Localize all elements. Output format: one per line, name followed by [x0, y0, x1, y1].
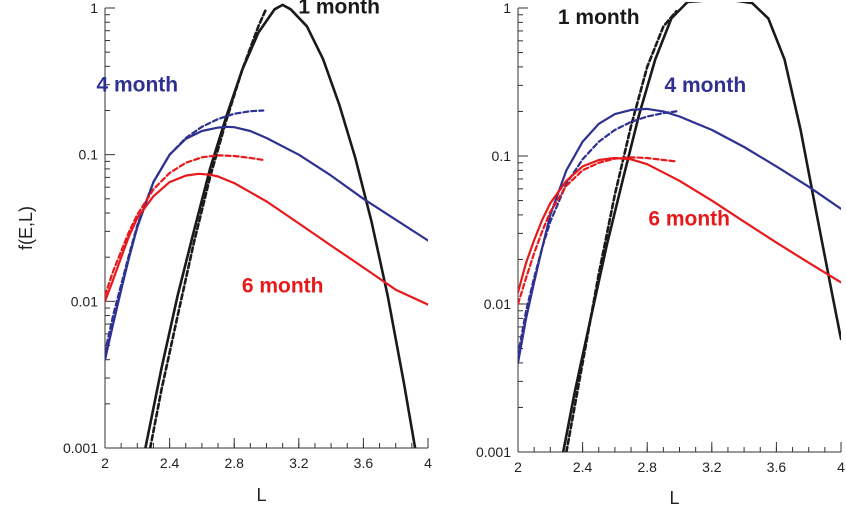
- left-series-6-month-dashed: [105, 154, 265, 297]
- right-series-1-month-solid: [561, 2, 841, 452]
- left-y-tick-label: 0.001: [63, 440, 98, 456]
- right-series-4-month-solid: [518, 107, 841, 364]
- right-y-tick-label: 0.1: [492, 148, 512, 164]
- right-y-tick-label: 0.01: [484, 296, 511, 312]
- left-y-tick-label: 0.1: [79, 147, 99, 163]
- right-x-tick-label: 2.8: [637, 459, 657, 475]
- left-x-tick-label: 3.2: [289, 455, 309, 471]
- left-series-4-month-dashed: [105, 109, 265, 354]
- left-y-tick-label: 0.01: [71, 293, 98, 309]
- left-series-1-month-dashed: [148, 6, 268, 448]
- right-label-6-month: 6 month: [648, 207, 730, 230]
- right-x-tick-label: 3.2: [702, 459, 722, 475]
- right-y-tick-label: 0.001: [476, 444, 511, 460]
- right-y-tick-label: 1: [503, 0, 511, 16]
- left-x-tick-label: 2.4: [160, 455, 180, 471]
- right-x-tick-label: 2.4: [573, 459, 593, 475]
- right-x-tick-label: 2: [514, 459, 522, 475]
- left-y-tick-label: 1: [90, 0, 98, 16]
- left-label-6-month: 6 month: [242, 274, 324, 297]
- left-label-4-month: 4 month: [96, 73, 178, 96]
- left-y-axis-title: f(E,L): [16, 206, 36, 250]
- right-series-1-month-dashed: [565, 10, 678, 452]
- left-x-tick-label: 2.8: [224, 455, 244, 471]
- right-label-4-month: 4 month: [665, 74, 747, 97]
- left-series-1-month-solid: [144, 3, 417, 448]
- left-x-axis-title: L: [256, 485, 266, 505]
- right-x-tick-label: 4: [837, 459, 845, 475]
- right-series-6-month-dashed: [518, 156, 678, 306]
- right-label-1-month: 1 month: [558, 6, 640, 29]
- left-series-4-month-solid: [105, 125, 428, 361]
- left-x-tick-label: 4: [424, 455, 432, 471]
- right-x-axis-title: L: [669, 488, 679, 508]
- left-label-1-month: 1 month: [298, 0, 380, 18]
- right-x-tick-label: 3.6: [767, 459, 787, 475]
- right-series-4-month-dashed: [518, 110, 678, 357]
- left-x-tick-label: 2: [101, 455, 109, 471]
- left-x-tick-label: 3.6: [354, 455, 374, 471]
- left-series-6-month-solid: [105, 172, 428, 306]
